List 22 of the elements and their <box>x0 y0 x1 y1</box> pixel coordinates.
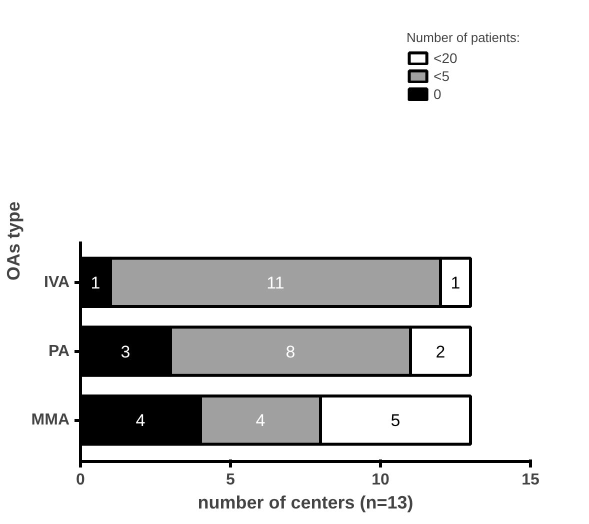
data-label: 3 <box>120 342 130 362</box>
x-tick-label: 5 <box>226 472 236 488</box>
legend-label: <20 <box>434 50 458 66</box>
y-tick-label: MMA <box>31 412 70 429</box>
x-tick-label: 15 <box>522 472 540 488</box>
data-label: 1 <box>90 273 100 292</box>
legend-title: Number of patients: <box>406 30 520 45</box>
y-axis-title: OAs type <box>3 201 24 281</box>
data-label: 2 <box>436 342 446 362</box>
data-label: 1 <box>450 273 460 292</box>
y-tick-label: IVA <box>44 274 70 291</box>
data-label: 4 <box>256 411 266 430</box>
data-label: 4 <box>136 411 146 430</box>
legend-label: <5 <box>434 68 451 84</box>
x-tick-label: 10 <box>372 472 390 488</box>
y-tick-label: PA <box>48 342 70 360</box>
data-label: 11 <box>266 273 284 292</box>
x-axis-title: number of centers (n=13) <box>198 492 414 512</box>
x-tick-label: 0 <box>76 472 86 488</box>
data-label: 8 <box>286 342 296 362</box>
data-label: 5 <box>390 411 400 430</box>
legend-label: 0 <box>434 86 442 102</box>
